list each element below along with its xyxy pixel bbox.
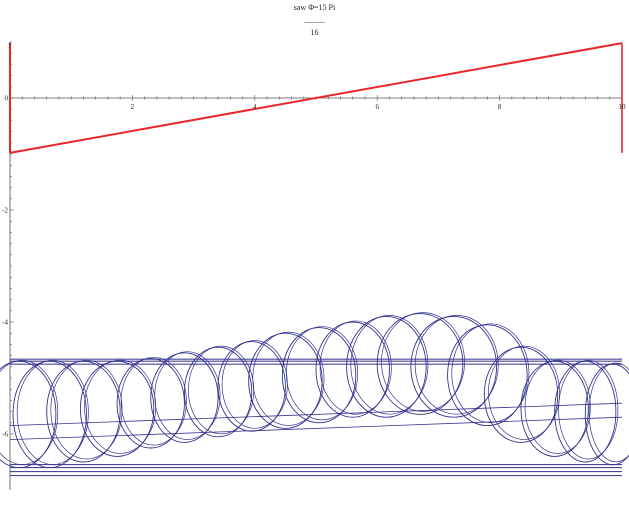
- loop-ellipse: [116, 357, 185, 449]
- y-tick-label: -4: [2, 319, 8, 327]
- loop-strand: [9, 416, 623, 440]
- loop-ellipse: [520, 360, 589, 457]
- loop-ellipse: [46, 360, 121, 463]
- x-tick-label: 2: [131, 103, 135, 111]
- loop-ellipse: [150, 352, 219, 443]
- loop-ellipse: [12, 360, 87, 469]
- y-tick-label: 0: [5, 95, 9, 103]
- loop-ellipse: [488, 345, 560, 440]
- title-fraction-bar: ‒‒‒‒‒: [304, 17, 326, 26]
- loop-ellipse: [0, 359, 59, 465]
- loop-ellipse: [584, 363, 629, 466]
- loop-ellipse: [451, 323, 530, 423]
- loop-ellipse: [0, 360, 57, 469]
- saw-ramp: [9, 42, 623, 154]
- x-tick-label: 6: [375, 103, 379, 111]
- loop-ellipse: [554, 360, 617, 463]
- title-line-3: 16: [311, 28, 319, 37]
- y-axis-label: y: [9, 42, 12, 48]
- loop-ellipse: [346, 315, 427, 418]
- loop-ellipse: [120, 356, 187, 446]
- loop-ellipse: [252, 331, 325, 426]
- x-tick-label: 8: [498, 103, 502, 111]
- x-tick-label: 10: [619, 103, 627, 111]
- loop-ellipse: [410, 315, 497, 418]
- loop-ellipse: [376, 313, 464, 415]
- loop-strand: [9, 402, 623, 426]
- loop-ellipse: [217, 341, 286, 432]
- loop-ellipse: [414, 315, 499, 415]
- loop-ellipse: [315, 321, 390, 418]
- loop-ellipse: [79, 360, 155, 457]
- y-tick-label: -6: [2, 431, 8, 439]
- chart-title: saw Φ=15 Pi ‒‒‒‒‒ 16: [294, 3, 336, 37]
- loop-ellipse: [350, 315, 429, 415]
- loop-ellipse: [183, 346, 253, 438]
- x-tick-label: 4: [253, 103, 257, 111]
- y-tick-label: -2: [2, 207, 8, 215]
- loop-ellipse: [483, 346, 559, 443]
- loop-ellipse: [154, 351, 221, 440]
- tick-labels: 2 4 6 8 10 0 -2 -4 -6 y: [2, 42, 626, 439]
- loop-ellipse: [381, 312, 465, 412]
- title-line-1: saw Φ=15 Pi: [294, 3, 336, 12]
- loop-ellipse: [447, 324, 528, 427]
- loop-ellipse: [319, 320, 392, 415]
- loop-ellipse: [524, 359, 591, 454]
- loop-ellipse: [50, 359, 123, 460]
- loop-ellipse: [286, 326, 359, 421]
- loop-ellipse: [588, 362, 629, 463]
- loop-ellipse: [16, 359, 89, 465]
- loop-ellipse: [281, 327, 357, 424]
- loop-ellipse: [248, 332, 323, 429]
- loop-ellipse: [558, 359, 619, 460]
- plot-series: [0, 42, 629, 477]
